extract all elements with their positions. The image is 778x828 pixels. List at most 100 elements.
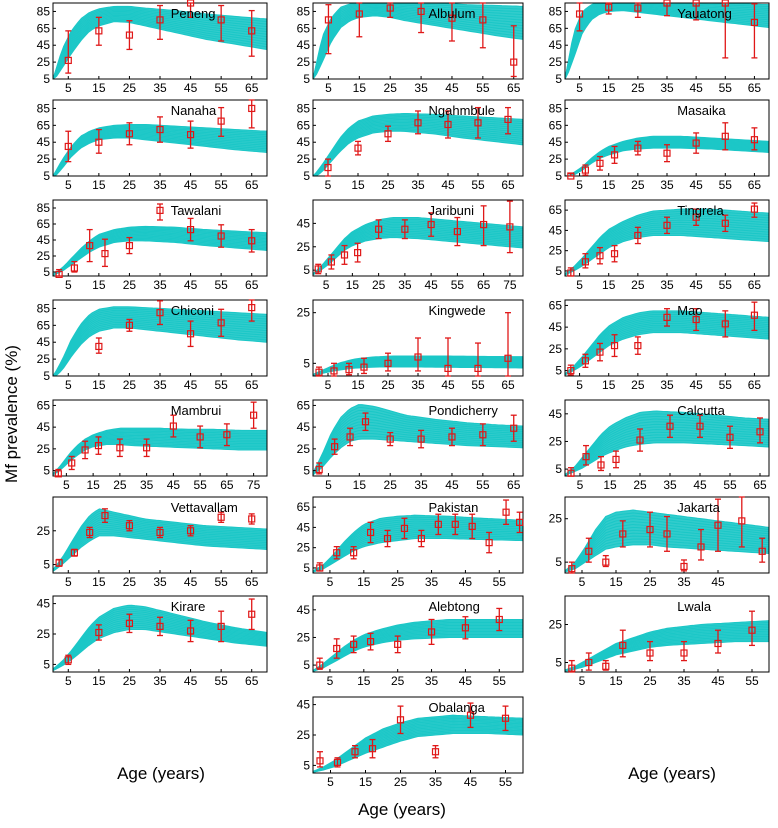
panel-frame bbox=[312, 595, 524, 673]
panel-title: Chiconi bbox=[171, 303, 214, 318]
observed-points bbox=[567, 202, 759, 277]
observed-point bbox=[354, 144, 362, 152]
observed-point bbox=[361, 418, 370, 426]
panel-tingrela: 5 15 25 35 45 55 65 5 25 45 65 Tingrela bbox=[549, 199, 770, 292]
observed-point bbox=[156, 309, 164, 317]
x-tick-label: 45 bbox=[184, 278, 198, 292]
panel-frame bbox=[312, 496, 524, 574]
observed-point bbox=[581, 166, 590, 174]
y-tick-label: 25 bbox=[297, 630, 311, 644]
y-tick-label: 45 bbox=[297, 603, 311, 617]
observed-point bbox=[346, 433, 354, 441]
observed-point bbox=[186, 627, 195, 635]
y-tick-label: 65 bbox=[297, 118, 311, 132]
observed-point bbox=[480, 220, 488, 229]
observed-point bbox=[597, 461, 605, 469]
panel-frame bbox=[312, 399, 524, 477]
x-tick-label: 35 bbox=[414, 81, 428, 95]
observed-point bbox=[605, 3, 613, 11]
panel-title: Ngahmbule bbox=[429, 103, 496, 118]
observed-point bbox=[64, 142, 72, 151]
panel-albulum: 5 15 25 35 45 55 65 5 25 45 65 85 Albulum bbox=[297, 2, 524, 95]
model-curves bbox=[565, 620, 769, 672]
panel-frame bbox=[312, 2, 524, 80]
x-tick-label: 65 bbox=[748, 378, 762, 392]
y-tick-label: 25 bbox=[297, 728, 311, 742]
observed-point bbox=[125, 522, 134, 530]
y-tick-label: 5 bbox=[43, 464, 50, 478]
observed-point bbox=[750, 311, 759, 319]
panel-title: Mao bbox=[677, 303, 702, 318]
y-tick-label: 25 bbox=[297, 152, 311, 166]
observed-point bbox=[331, 443, 339, 451]
panel-frame bbox=[312, 199, 524, 277]
observed-point bbox=[386, 4, 394, 12]
observed-point bbox=[248, 515, 256, 523]
model-band bbox=[565, 411, 769, 476]
observed-point bbox=[384, 130, 392, 138]
y-tick-label: 5 bbox=[555, 169, 562, 183]
x-tick-label: 35 bbox=[660, 278, 674, 292]
panel-title: Pakistan bbox=[429, 500, 479, 515]
y-tick-label: 25 bbox=[297, 55, 311, 69]
panel-title: Nanaha bbox=[171, 103, 217, 118]
observed-point bbox=[350, 640, 358, 648]
y-tick-label: 5 bbox=[555, 364, 562, 378]
observed-point bbox=[324, 16, 333, 24]
x-tick-label: 55 bbox=[723, 478, 737, 492]
x-tick-label: 25 bbox=[381, 178, 395, 192]
x-tick-label: 65 bbox=[245, 575, 259, 589]
y-tick-label: 5 bbox=[555, 264, 562, 278]
panel-jakarta: 5 15 25 35 45 5 25 Jakarta bbox=[549, 496, 770, 589]
panel-title: Lwala bbox=[677, 599, 712, 614]
observed-point bbox=[81, 446, 89, 454]
observed-point bbox=[634, 231, 642, 240]
y-tick-label: 25 bbox=[297, 306, 311, 320]
x-tick-label: 5 bbox=[327, 775, 334, 789]
panel-chiconi: 5 15 25 35 45 55 65 5 25 45 65 85 Chiconi bbox=[37, 299, 268, 392]
observed-points bbox=[54, 401, 258, 478]
observed-point bbox=[94, 442, 103, 450]
x-tick-label: 5 bbox=[325, 178, 332, 192]
observed-point bbox=[186, 226, 195, 234]
observed-point bbox=[504, 115, 512, 124]
observed-point bbox=[581, 357, 590, 365]
x-tick-label: 45 bbox=[693, 478, 707, 492]
observed-point bbox=[427, 220, 435, 229]
observed-point bbox=[95, 628, 103, 637]
model-band bbox=[53, 124, 267, 176]
x-tick-label: 55 bbox=[214, 674, 228, 688]
observed-point bbox=[368, 745, 377, 753]
x-tick-label: 55 bbox=[476, 478, 490, 492]
observed-point bbox=[125, 321, 134, 329]
x-tick-label: 15 bbox=[92, 378, 106, 392]
x-tick-label: 5 bbox=[323, 278, 330, 292]
x-tick-label: 55 bbox=[214, 81, 228, 95]
observed-points bbox=[55, 508, 256, 567]
y-tick-label: 45 bbox=[297, 38, 311, 52]
x-tick-label: 55 bbox=[499, 775, 513, 789]
observed-point bbox=[602, 558, 610, 566]
observed-point bbox=[721, 320, 729, 328]
x-tick-label: 25 bbox=[372, 278, 386, 292]
x-tick-label: 45 bbox=[441, 178, 455, 192]
observed-point bbox=[680, 649, 688, 657]
x-tick-label: 35 bbox=[660, 378, 674, 392]
y-tick-label: 5 bbox=[43, 369, 50, 383]
observed-point bbox=[726, 433, 734, 441]
y-tick-label: 65 bbox=[37, 318, 51, 332]
x-tick-label: 55 bbox=[214, 178, 228, 192]
y-tick-label: 5 bbox=[303, 72, 310, 86]
observed-point bbox=[663, 149, 671, 157]
observed-point bbox=[366, 528, 375, 537]
x-tick-label: 65 bbox=[748, 81, 762, 95]
observed-point bbox=[567, 172, 575, 180]
x-tick-label: 5 bbox=[579, 575, 586, 589]
x-tick-label: 45 bbox=[441, 378, 455, 392]
observed-point bbox=[468, 522, 476, 530]
x-tick-label: 25 bbox=[123, 378, 137, 392]
x-tick-label: 15 bbox=[92, 278, 106, 292]
x-tick-label: 15 bbox=[92, 81, 106, 95]
panel-title: Kirare bbox=[171, 599, 206, 614]
